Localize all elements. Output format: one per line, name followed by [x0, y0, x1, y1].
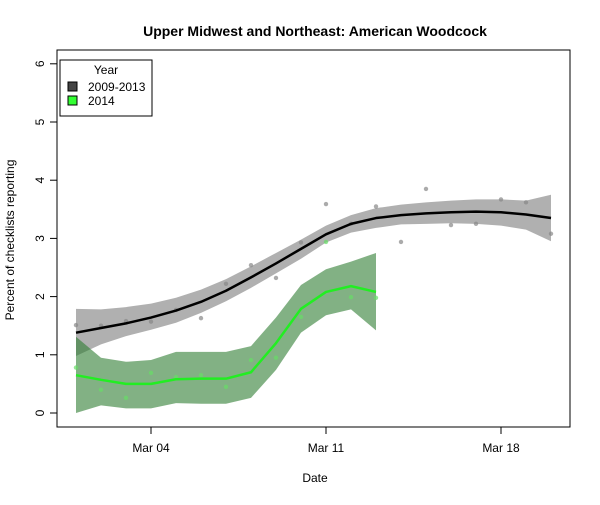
data-point-2014	[98, 387, 104, 392]
chart-title: Upper Midwest and Northeast: American Wo…	[143, 23, 487, 39]
data-point-2014	[248, 357, 254, 363]
data-point-2009-2013	[398, 239, 404, 245]
y-axis-label: Percent of checklists reporting	[3, 160, 17, 321]
data-point-2014	[373, 295, 379, 300]
y-tick-label: 0	[33, 409, 47, 416]
data-point-2009-2013	[298, 240, 304, 245]
confidence-band-2009-2013	[76, 194, 551, 356]
legend-label-2009-2013: 2009-2013	[88, 80, 146, 94]
plot-area	[73, 186, 554, 413]
data-point-2009-2013	[323, 201, 329, 207]
y-tick-label: 2	[33, 293, 47, 300]
data-point-2009-2013	[273, 275, 279, 281]
x-tick-label: Mar 04	[132, 441, 170, 455]
x-tick-label: Mar 18	[482, 441, 520, 455]
data-point-2014	[323, 239, 329, 245]
data-point-2009-2013	[548, 231, 554, 236]
legend-swatch-2009-2013	[67, 81, 78, 92]
data-point-2009-2013	[373, 204, 379, 209]
data-point-2009-2013	[473, 221, 479, 227]
legend-swatch-2014	[67, 95, 78, 106]
trend-line-2014	[75, 284, 377, 386]
data-point-2009-2013	[448, 222, 454, 228]
legend-title: Year	[94, 63, 118, 77]
x-axis-label: Date	[302, 471, 328, 485]
data-point-2014	[148, 370, 154, 376]
data-point-2009-2013	[148, 319, 154, 324]
data-point-2014	[273, 355, 279, 360]
data-point-2009-2013	[198, 315, 204, 321]
data-point-2009-2013	[248, 262, 254, 268]
trend-line-2009-2013	[75, 210, 552, 334]
data-point-2014	[348, 294, 354, 300]
y-tick-label: 5	[33, 118, 47, 125]
data-point-2009-2013	[523, 200, 529, 205]
y-tick-label: 1	[33, 351, 47, 358]
data-point-2009-2013	[223, 281, 229, 286]
data-point-2014	[73, 365, 79, 370]
legend: Year 2009-2013 2014	[59, 59, 153, 117]
data-point-2014	[298, 314, 304, 320]
y-tick-label: 4	[33, 177, 47, 184]
data-point-2014	[223, 384, 229, 390]
legend-label-2014: 2014	[88, 94, 115, 108]
y-tick-label: 3	[33, 235, 47, 242]
data-point-2009-2013	[423, 186, 429, 192]
x-tick-label: Mar 11	[308, 441, 345, 455]
y-tick-label: 6	[33, 60, 47, 67]
data-point-2009-2013	[73, 322, 79, 328]
data-point-2009-2013	[498, 197, 504, 202]
data-point-2014	[198, 372, 204, 378]
axes: 0 1 2 3 4 5 6 Mar 04 Mar 11 Mar 18	[33, 49, 571, 455]
data-point-2014	[123, 395, 129, 401]
